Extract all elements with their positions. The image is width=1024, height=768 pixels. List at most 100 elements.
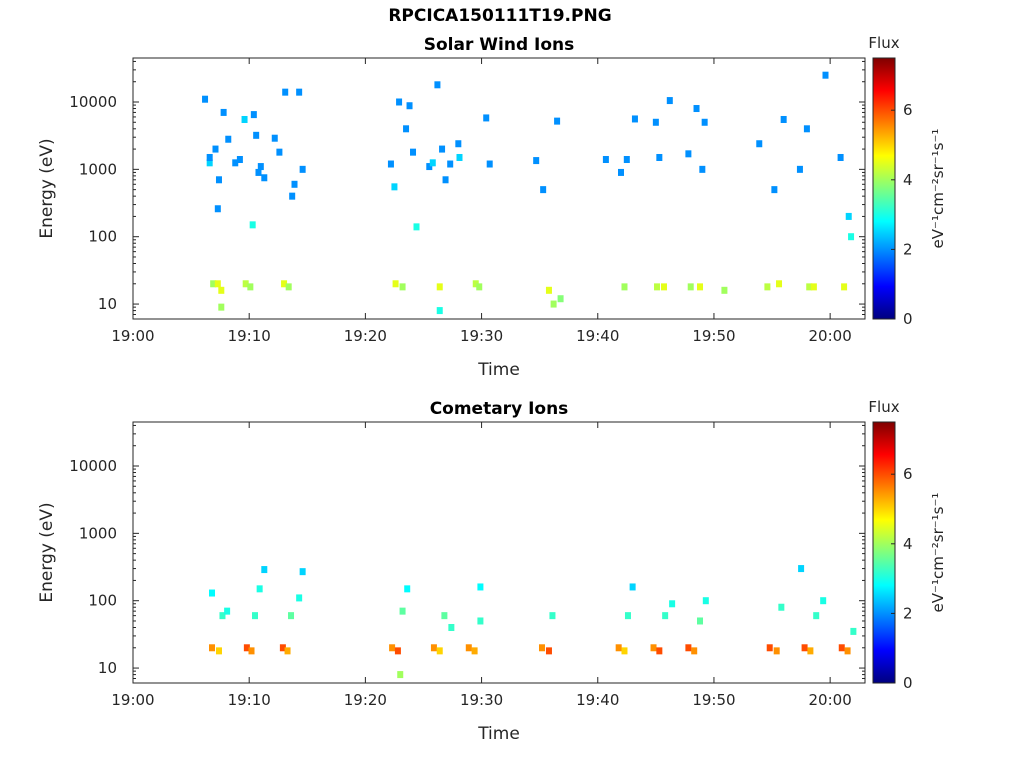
data-cell <box>279 644 286 652</box>
data-cell <box>844 647 851 655</box>
data-cell <box>545 286 552 294</box>
data-cell <box>442 176 449 184</box>
data-cell <box>845 212 852 220</box>
data-cell <box>271 134 278 142</box>
x-tick-label: 20:00 <box>809 691 852 709</box>
data-cell <box>807 647 814 655</box>
data-cell <box>697 283 704 291</box>
colorbar-tick-label: 2 <box>903 604 913 622</box>
data-cell <box>629 583 636 591</box>
x-tick-label: 19:00 <box>111 691 154 709</box>
data-cell <box>236 156 243 164</box>
data-cell <box>813 612 820 620</box>
x-tick-label: 19:10 <box>228 691 271 709</box>
data-cell <box>656 647 663 655</box>
data-cell <box>656 153 663 161</box>
data-cell <box>631 115 638 123</box>
data-cell <box>299 165 306 173</box>
data-cell <box>406 102 413 110</box>
data-cell <box>214 280 221 288</box>
data-cell <box>618 168 624 176</box>
data-cell <box>210 280 217 288</box>
data-cell <box>669 600 676 608</box>
x-axis-label: Time <box>477 360 520 380</box>
y-tick-label: 100 <box>88 228 117 246</box>
data-cell <box>250 111 257 119</box>
data-cell <box>436 307 443 315</box>
data-cell <box>257 163 264 171</box>
data-cell <box>623 156 630 164</box>
data-cell <box>396 98 403 106</box>
colorbar <box>872 421 896 684</box>
data-cell <box>557 295 564 303</box>
data-cell <box>465 644 472 652</box>
data-cell <box>430 644 437 652</box>
data-cell <box>803 125 810 133</box>
data-cell <box>455 140 462 148</box>
data-cell <box>243 644 250 652</box>
data-cell <box>282 88 289 96</box>
data-cell <box>550 300 557 308</box>
data-cell <box>392 280 399 288</box>
data-cell <box>776 280 783 288</box>
data-cell <box>554 117 561 125</box>
data-cell <box>394 647 401 655</box>
data-cell <box>281 280 288 288</box>
data-cell <box>820 597 827 605</box>
panel-1: 19:00 19:10 19:20 19:30 19:40 19:50 20:00 10 100… <box>37 398 947 744</box>
data-cell <box>771 186 778 194</box>
data-cell <box>456 153 463 161</box>
data-cell <box>756 140 763 148</box>
colorbar-label: eV⁻¹cm⁻²sr⁻¹s⁻¹ <box>929 493 947 613</box>
data-cell <box>215 647 222 655</box>
data-cell <box>255 168 262 176</box>
data-cell <box>212 145 219 153</box>
x-tick-label: 19:00 <box>111 327 154 345</box>
data-cell <box>764 283 771 291</box>
data-cell <box>413 223 420 231</box>
data-cell <box>225 135 232 143</box>
data-cell <box>806 283 813 291</box>
data-cell <box>397 671 404 679</box>
data-cell <box>214 205 221 213</box>
data-cell <box>483 114 490 122</box>
data-cell <box>621 647 628 655</box>
panel-0: 19:00 19:10 19:20 19:30 19:40 19:50 20:00 10 100… <box>37 34 947 380</box>
data-cell <box>288 612 295 620</box>
y-tick-label: 10 <box>98 295 117 313</box>
data-cell <box>662 612 669 620</box>
data-cell <box>284 647 291 655</box>
data-cell <box>685 150 692 158</box>
data-cell <box>242 280 249 288</box>
colorbar-title: Flux <box>868 398 899 416</box>
data-cell <box>448 624 455 632</box>
y-tick-label: 100 <box>88 592 117 610</box>
x-tick-label: 19:50 <box>692 691 735 709</box>
data-cell <box>389 644 396 652</box>
data-cell <box>838 644 845 652</box>
data-cell <box>202 95 209 103</box>
data-cell <box>721 286 728 294</box>
data-cell <box>426 163 433 171</box>
data-cell <box>780 115 787 123</box>
data-cell <box>701 118 708 126</box>
data-cell <box>436 283 443 291</box>
data-cell <box>477 583 484 591</box>
data-cell <box>232 159 239 167</box>
data-cell <box>256 585 263 593</box>
x-tick-label: 19:30 <box>460 691 503 709</box>
data-cell <box>693 105 700 113</box>
data-cell <box>660 283 667 291</box>
data-cell <box>691 647 698 655</box>
data-cell <box>545 647 552 655</box>
data-cell <box>822 71 829 79</box>
colorbar-tick-label: 4 <box>903 535 913 553</box>
data-cell <box>403 125 410 133</box>
data-cell <box>850 627 857 635</box>
data-cell <box>848 233 855 241</box>
data-cell <box>436 647 443 655</box>
data-cell <box>296 88 303 96</box>
data-cell <box>447 160 454 168</box>
data-cell <box>399 607 406 615</box>
